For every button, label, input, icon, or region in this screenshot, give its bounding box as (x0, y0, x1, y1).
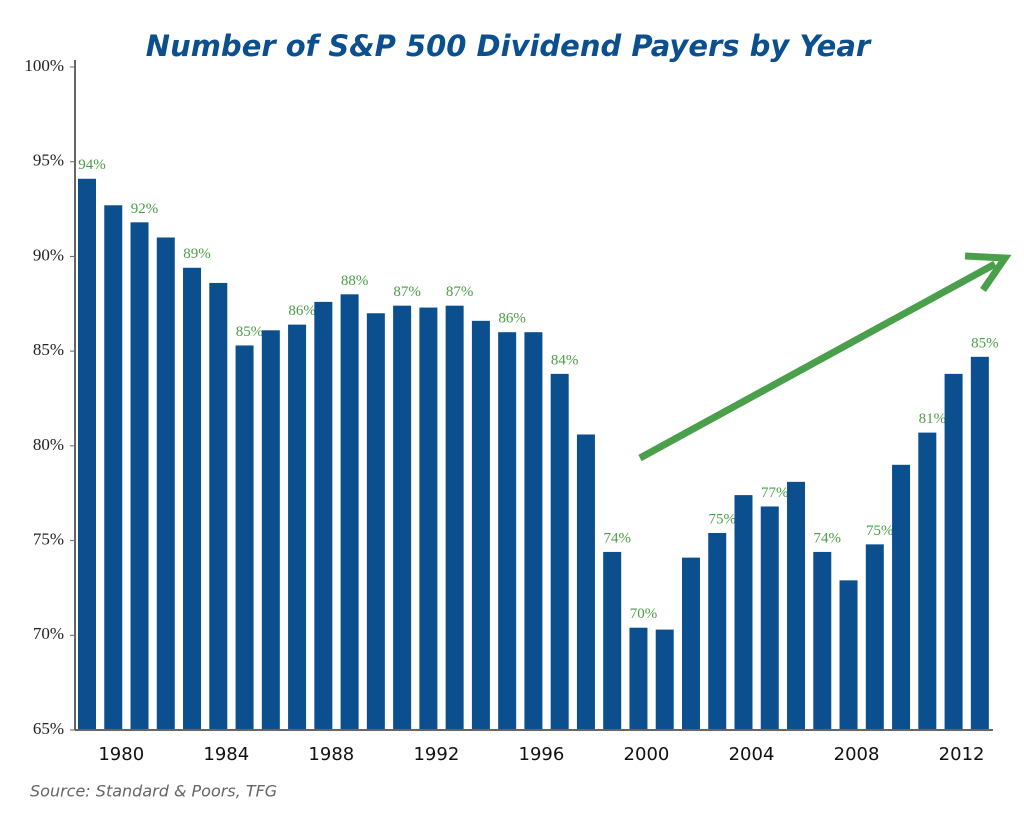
bar (130, 222, 149, 730)
x-tick-label: 2004 (729, 744, 775, 765)
x-tick-label: 2000 (624, 744, 670, 765)
bar (445, 305, 464, 730)
bar (944, 373, 963, 730)
y-tick-label: 85% (33, 340, 64, 359)
bar (550, 373, 569, 730)
bar (78, 178, 96, 730)
bar (261, 330, 280, 730)
data-label: 70% (630, 606, 658, 622)
bar (209, 282, 228, 730)
x-tick-label: 2012 (939, 744, 985, 765)
bar (288, 324, 307, 730)
data-label: 81% (919, 411, 947, 427)
bar (918, 432, 937, 730)
bar (524, 332, 543, 730)
bar (970, 356, 989, 730)
bar (471, 320, 490, 730)
y-tick-label: 75% (33, 529, 64, 548)
x-tick-label: 1980 (98, 744, 144, 765)
x-tick-label: 1984 (203, 744, 249, 765)
bar (393, 305, 412, 730)
bar (813, 551, 832, 730)
data-label: 86% (288, 303, 316, 319)
bar (708, 532, 727, 730)
data-label: 85% (236, 324, 264, 340)
bar (839, 580, 858, 730)
data-label: 85% (971, 335, 999, 351)
bar (419, 307, 438, 730)
data-label: 89% (183, 246, 211, 262)
bar (865, 544, 884, 730)
bar (104, 205, 123, 731)
bar (314, 301, 333, 730)
bar (629, 627, 648, 730)
bar (340, 294, 359, 730)
x-tick-label: 1996 (519, 744, 565, 765)
arrow-head (964, 252, 1012, 292)
data-label: 87% (393, 284, 421, 300)
y-tick-label: 80% (33, 435, 64, 454)
bar (183, 267, 202, 730)
source-note: Source: Standard & Poors, TFG (30, 782, 277, 801)
bar (892, 464, 911, 730)
data-label: 92% (131, 201, 159, 217)
data-label: 74% (814, 530, 842, 546)
data-label: 74% (603, 530, 631, 546)
bar (681, 557, 700, 730)
y-tick-label: 95% (33, 151, 64, 170)
data-label: 88% (341, 273, 369, 289)
bar (760, 506, 779, 730)
arrow-shaft (638, 260, 997, 462)
bar (734, 495, 753, 730)
data-label: 75% (866, 523, 894, 539)
bar (787, 481, 806, 730)
bar (603, 551, 622, 730)
data-label: 84% (551, 352, 579, 368)
y-tick-label: 90% (33, 245, 64, 264)
x-tick-label: 1992 (413, 744, 459, 765)
data-label: 94% (78, 157, 106, 173)
data-label: 75% (708, 511, 736, 527)
data-label: 77% (761, 485, 789, 501)
bar (366, 313, 385, 730)
y-tick-label: 70% (33, 624, 64, 643)
y-tick-label: 65% (33, 719, 64, 738)
bar (235, 345, 254, 730)
bar (576, 434, 595, 730)
x-tick-label: 2008 (834, 744, 880, 765)
bar (498, 332, 517, 730)
bar (156, 237, 175, 730)
y-tick-label: 100% (24, 56, 64, 75)
x-tick-label: 1988 (308, 744, 354, 765)
chart-title: Number of S&P 500 Dividend Payers by Yea… (146, 29, 872, 63)
trend-arrow (638, 252, 1012, 462)
data-label: 87% (446, 284, 474, 300)
data-label: 86% (498, 311, 526, 327)
bar (655, 629, 674, 730)
